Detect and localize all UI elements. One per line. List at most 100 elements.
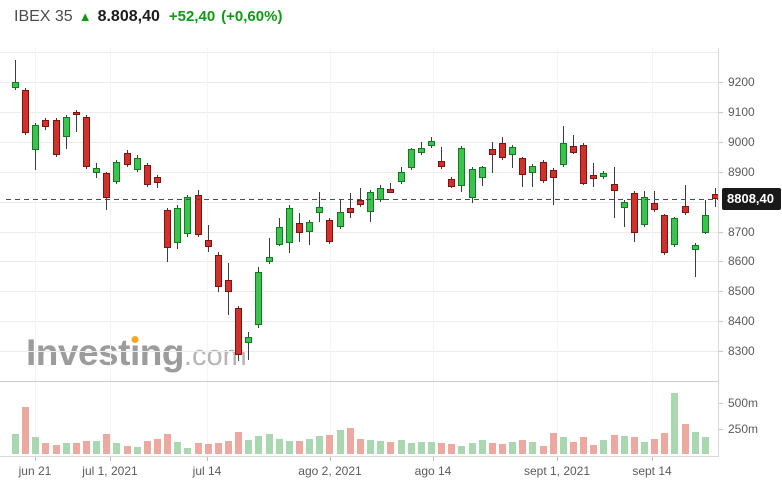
date-gridline (557, 382, 558, 456)
candle-body (347, 207, 354, 213)
volume-bar (692, 432, 699, 454)
time-axis-tick (110, 457, 111, 461)
price-change: +52,40 (168, 8, 216, 25)
price-change-percent: (+0,60%) (221, 8, 283, 25)
current-price-tag: 8808,40 (722, 188, 781, 210)
volume-bar (529, 442, 536, 454)
price-axis-tick (719, 291, 723, 293)
volume-bar (174, 442, 181, 454)
candle-body (377, 187, 384, 200)
candle-wick (76, 110, 77, 133)
candle-body (103, 172, 110, 198)
time-axis-label: sept 14 (632, 464, 672, 478)
volume-bar (570, 442, 577, 454)
time-axis-label: ago 2, 2021 (298, 464, 362, 478)
candle-body (398, 171, 405, 182)
volume-bar (448, 444, 455, 454)
volume-bar (184, 448, 191, 454)
volume-bar (519, 440, 526, 454)
candle-wick (15, 60, 16, 91)
candle-wick (624, 200, 625, 227)
watermark-text-2: ng (139, 332, 185, 373)
volume-bar (469, 443, 476, 454)
volume-bar (611, 435, 618, 454)
volume-axis-label: 250m (728, 421, 759, 436)
candle-wick (532, 164, 533, 187)
candle-body (255, 271, 262, 326)
volume-bar (225, 441, 232, 454)
time-axis-label: jun 21 (18, 464, 52, 478)
time-axis-label: sept 1, 2021 (523, 464, 591, 478)
date-gridline (207, 48, 208, 381)
price-axis-label: 9100 (728, 104, 755, 119)
volume-bar (540, 446, 547, 454)
candle-body (134, 157, 141, 170)
price-gridline (0, 291, 718, 293)
volume-bar (144, 441, 151, 454)
volume-bar (22, 407, 29, 454)
candle-body (631, 192, 638, 233)
chart-plot-area[interactable]: Investıng.com (0, 48, 718, 381)
volume-bar (377, 441, 384, 454)
candle-body (83, 117, 90, 167)
candle-body (428, 140, 435, 146)
candle-body (418, 148, 425, 154)
candle-body (32, 125, 39, 151)
candle-body (164, 209, 171, 248)
candle-body (195, 195, 202, 236)
time-axis-tick (330, 457, 331, 461)
date-gridline (35, 48, 36, 381)
volume-bar (134, 447, 141, 454)
candle-wick (208, 224, 209, 252)
volume-bar (489, 443, 496, 454)
date-gridline (207, 382, 208, 456)
date-gridline (433, 382, 434, 456)
time-axis-tick (433, 457, 434, 461)
candle-body (357, 199, 364, 205)
candle-body (276, 227, 283, 245)
volume-bar (296, 441, 303, 454)
price-axis-label: 9200 (728, 75, 755, 89)
volume-bar (286, 441, 293, 454)
investing-watermark: Investıng.com (26, 333, 247, 376)
candle-body (499, 142, 506, 158)
volume-bar (641, 442, 648, 454)
candle-body (73, 111, 80, 115)
price-axis: 8808,40 9200 9100 9000 8900 8700 8600 8500 8400… (718, 48, 782, 457)
price-gridline (0, 231, 718, 233)
volume-axis-tick (719, 428, 723, 430)
volume-bar (347, 428, 354, 454)
volume-bar (63, 443, 70, 454)
candle-wick (390, 183, 391, 193)
volume-bar (560, 437, 567, 454)
volume-bar (164, 434, 171, 454)
volume-bar (398, 440, 405, 454)
candle-wick (654, 190, 655, 213)
price-axis-tick (719, 141, 723, 143)
candle-body (611, 183, 618, 192)
volume-bar (12, 434, 19, 454)
volume-pane[interactable] (0, 381, 718, 457)
volume-bar (357, 439, 364, 454)
current-price-line (6, 199, 718, 200)
candle-body (570, 145, 577, 153)
date-gridline (652, 48, 653, 381)
candle-body (458, 147, 465, 186)
candle-body (113, 162, 120, 182)
volume-bar (53, 445, 60, 454)
candle-body (316, 206, 323, 213)
time-axis: jun 21 jul 1, 2021 jul 14 ago 2, 2021 ago 14… (0, 457, 782, 492)
candle-body (266, 256, 273, 262)
volume-bar (32, 437, 39, 454)
price-gridline (0, 111, 718, 113)
candle-wick (614, 166, 615, 219)
time-axis-tick (35, 457, 36, 461)
candle-wick (269, 238, 270, 265)
time-axis-label: ago 14 (414, 464, 452, 478)
candle-body (387, 189, 394, 193)
candle-body (326, 219, 333, 242)
volume-bar (195, 443, 202, 454)
volume-bar (255, 436, 262, 454)
candle-body (509, 147, 516, 155)
time-axis-tick (652, 457, 653, 461)
